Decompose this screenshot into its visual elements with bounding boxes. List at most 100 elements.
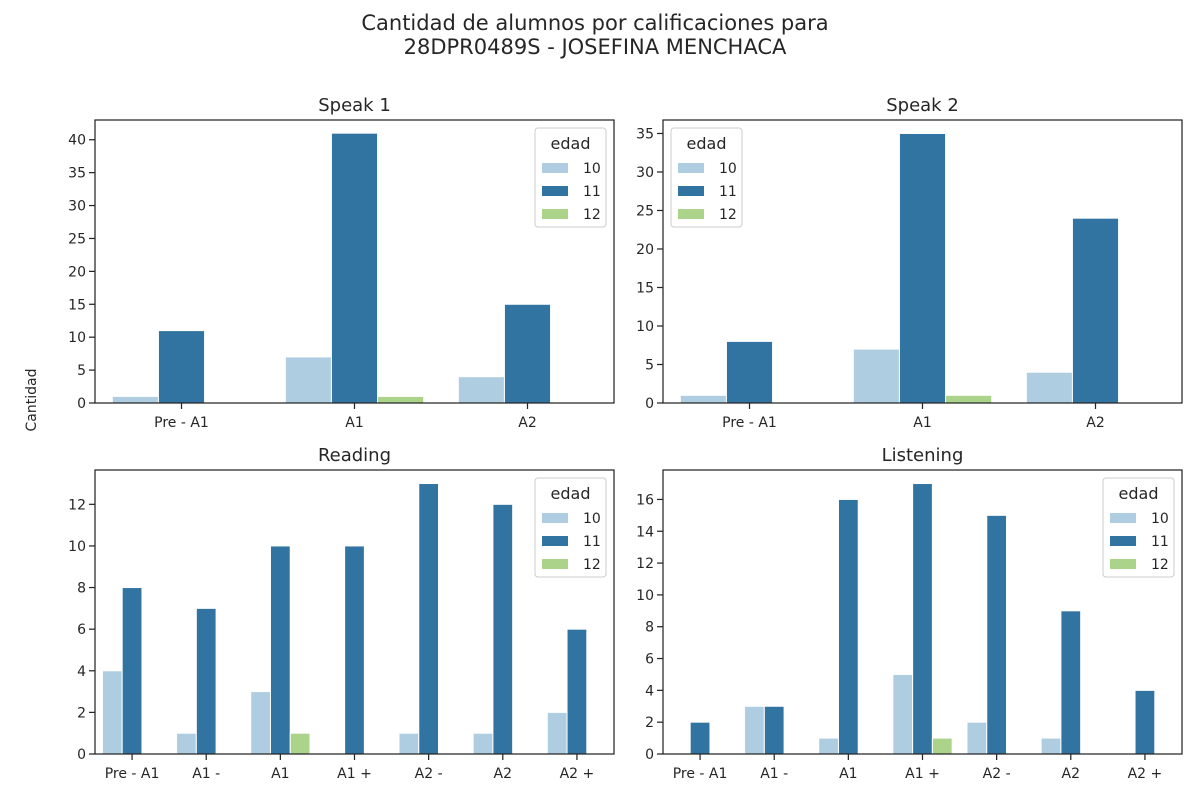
legend-label-10: 10: [583, 511, 601, 527]
legend: edad 10 11 12: [1102, 477, 1175, 578]
legend-label-12: 12: [583, 557, 601, 573]
x-tick-label: A2 +: [1128, 766, 1163, 782]
y-tick-label: 0: [645, 747, 654, 763]
legend-label-11: 11: [1151, 534, 1169, 550]
legend-swatch-10: [678, 163, 704, 173]
y-tick-label: 15: [68, 297, 86, 313]
y-tick-label: 40: [68, 133, 86, 149]
y-tick-label: 15: [636, 280, 654, 296]
bar-10-3: [892, 673, 914, 755]
legend-swatch-11: [542, 186, 568, 196]
figure-title-line-2: 28DPR0489S - JOSEFINA MENCHACA: [403, 35, 787, 59]
legend-label-12: 12: [583, 207, 601, 223]
bar-10-0: [101, 670, 123, 755]
legend-swatch-12: [542, 559, 568, 569]
bar-10-1: [284, 356, 332, 404]
legend: edad 10 11 12: [534, 127, 607, 228]
bar-10-1: [744, 705, 765, 755]
bar-11-2: [837, 498, 859, 755]
bar-11-6: [566, 628, 588, 755]
y-tick-label: 6: [77, 622, 86, 638]
y-tick-label: 10: [68, 539, 86, 555]
legend-box: [534, 127, 607, 228]
y-tick-label: 30: [68, 199, 86, 215]
x-tick-label: A1 +: [905, 766, 940, 782]
x-tick-label: A1 -: [760, 766, 788, 782]
subplot-title: Reading: [318, 445, 391, 466]
x-tick-label: A1: [839, 766, 857, 782]
y-tick-label: 25: [68, 231, 86, 247]
legend-title: edad: [1119, 484, 1159, 503]
bar-11-2: [503, 303, 552, 404]
y-tick-label: 0: [77, 396, 86, 412]
legend-title: edad: [551, 484, 591, 503]
y-tick-label: 10: [636, 588, 654, 604]
x-tick-label: A1 -: [192, 766, 220, 782]
chart-panel-3: 0 2 4 6 8 10 12 Pre - A1 A1 - A1 A1 + A2 - A2 A2 + Rea…: [68, 445, 615, 782]
bar-12-1: [945, 394, 993, 404]
y-tick-label: 35: [636, 126, 654, 142]
x-tick-label: A2: [494, 766, 512, 782]
legend-swatch-10: [542, 513, 568, 523]
legend-swatch-12: [678, 209, 704, 219]
y-tick-label: 30: [636, 165, 654, 181]
bar-11-0: [157, 330, 206, 404]
bar-10-2: [818, 737, 839, 755]
bar-11-0: [121, 587, 143, 755]
y-tick-label: 20: [636, 242, 654, 258]
x-tick-label: A2 +: [560, 766, 595, 782]
bar-10-2: [457, 376, 505, 404]
y-tick-label: 4: [645, 683, 654, 699]
legend-swatch-12: [1110, 559, 1136, 569]
legend-label-12: 12: [719, 207, 737, 223]
bar-10-1: [852, 348, 900, 404]
y-tick-label: 10: [636, 319, 654, 335]
y-tick-label: 2: [77, 705, 86, 721]
bar-12-1: [377, 395, 425, 404]
bar-11-1: [898, 132, 947, 404]
chart-panel-4: 0 2 4 6 8 10 12 14 16 Pre - A1 A1 - A1 A1 + A2 - A2 A2 …: [636, 445, 1183, 782]
bar-10-4: [966, 721, 988, 755]
bar-10-6: [546, 711, 568, 755]
legend-box: [534, 477, 607, 578]
x-tick-label: A1: [345, 415, 363, 431]
legend-label-10: 10: [719, 161, 737, 177]
y-tick-label: 0: [645, 396, 654, 412]
y-tick-label: 8: [77, 581, 86, 597]
bar-11-1: [330, 132, 379, 404]
bar-11-3: [912, 483, 933, 755]
legend-label-10: 10: [1151, 511, 1169, 527]
y-tick-label: 12: [636, 556, 654, 572]
bar-10-0: [679, 394, 727, 404]
bar-12-3: [931, 737, 953, 755]
legend-swatch-10: [542, 163, 568, 173]
x-tick-label: Pre - A1: [105, 766, 160, 782]
y-tick-label: 14: [636, 524, 654, 540]
y-tick-label: 8: [645, 620, 654, 636]
x-tick-label: A1 +: [337, 766, 372, 782]
bar-11-6: [1134, 689, 1156, 755]
y-tick-label: 35: [68, 166, 86, 182]
subplot-title: Speak 1: [318, 95, 391, 116]
x-tick-label: A2: [1086, 415, 1104, 431]
x-tick-label: A2 -: [415, 766, 443, 782]
bar-11-0: [689, 721, 711, 755]
figure-title-line-1: Cantidad de alumnos por calificaciones p…: [361, 11, 829, 35]
legend-swatch-12: [542, 209, 568, 219]
x-tick-label: Pre - A1: [673, 766, 728, 782]
bar-10-2: [250, 691, 271, 755]
legend: edad 10 11 12: [534, 477, 607, 578]
bar-10-4: [398, 732, 420, 755]
y-tick-label: 16: [636, 492, 654, 508]
y-tick-label: 0: [77, 747, 86, 763]
legend-swatch-11: [542, 536, 568, 546]
bar-11-2: [1071, 217, 1120, 404]
x-tick-label: A2: [1062, 766, 1080, 782]
bar-10-1: [176, 732, 197, 755]
bar-10-0: [111, 395, 159, 404]
bar-11-5: [1060, 610, 1082, 755]
bar-11-1: [763, 705, 785, 755]
bar-11-4: [986, 514, 1008, 755]
legend-label-11: 11: [719, 184, 737, 200]
bar-11-5: [492, 503, 514, 755]
